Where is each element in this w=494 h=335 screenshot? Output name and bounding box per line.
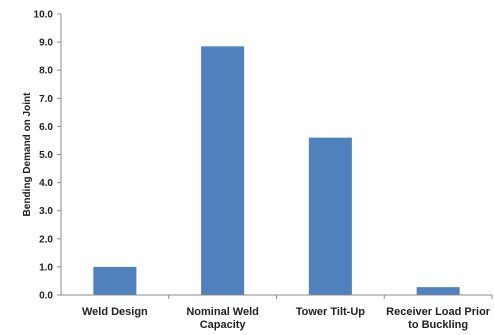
x-tick-label: Nominal Weld Capacity xyxy=(186,306,259,331)
bars xyxy=(93,46,460,295)
bar-2 xyxy=(308,137,352,295)
y-tick-label: 1.0 xyxy=(39,262,53,273)
y-tick-label: 0.0 xyxy=(39,291,53,302)
x-tick-label-line: Nominal Weld xyxy=(186,306,259,318)
y-tick-label: 2.0 xyxy=(39,234,53,245)
x-tick-label: Receiver Load Prior to Buckling xyxy=(386,306,491,331)
y-tick-label: 10.0 xyxy=(34,10,54,21)
y-axis-title: Bending Demand on Joint xyxy=(22,92,33,217)
y-tick-label: 5.0 xyxy=(39,150,53,161)
y-tick-label: 3.0 xyxy=(39,206,53,217)
x-tick-label-line: Receiver Load Prior xyxy=(386,306,491,318)
bar-3 xyxy=(416,287,460,295)
bar-0 xyxy=(93,266,137,295)
y-tick-label: 7.0 xyxy=(39,94,53,105)
x-tick-label: Tower Tilt-Up xyxy=(296,306,366,318)
y-axis-ticks: 0.0 1.0 2.0 3.0 4.0 5.0 6.0 7.0 8.0 9.0 10.0 xyxy=(34,10,61,302)
x-tick-label-line: Weld Design xyxy=(82,306,148,318)
y-tick-label: 6.0 xyxy=(39,122,53,133)
bar-1 xyxy=(201,46,245,295)
x-tick-label-line: Tower Tilt-Up xyxy=(296,306,366,318)
y-tick-label: 4.0 xyxy=(39,178,53,189)
y-tick-label: 8.0 xyxy=(39,66,53,77)
x-axis-labels: Weld Design Nominal Weld Capacity Tower Til… xyxy=(82,295,493,331)
x-tick-label: Weld Design xyxy=(82,306,148,318)
x-tick-label-line: Capacity xyxy=(200,319,247,331)
y-tick-label: 9.0 xyxy=(39,38,53,49)
x-tick-label-line: to Buckling xyxy=(408,319,468,331)
